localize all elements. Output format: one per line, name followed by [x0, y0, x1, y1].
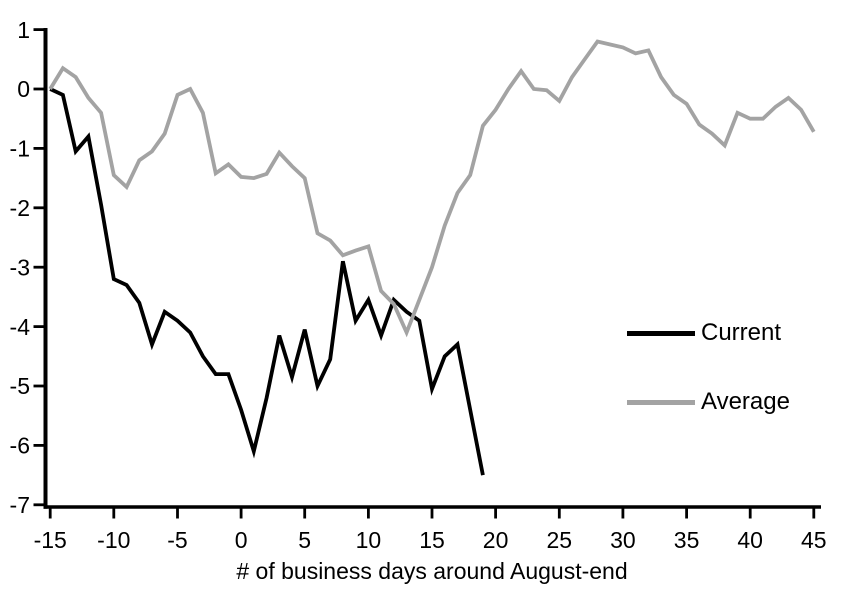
x-tick-label: 10: [356, 527, 382, 553]
y-tick-label: -7: [10, 492, 30, 518]
average-line-swatch: [627, 399, 695, 405]
y-tick-label: -4: [10, 314, 31, 340]
x-tick-label: 40: [737, 527, 763, 553]
current-line: [49, 87, 485, 476]
legend-label-average: Average: [701, 388, 790, 415]
x-axis-title: # of business days around August-end: [236, 558, 628, 584]
legend-item-average: Average: [627, 387, 790, 417]
legend-item-current: Current: [627, 318, 781, 348]
y-tick-label: 1: [17, 17, 30, 43]
y-tick-label: -6: [10, 433, 30, 459]
average-line: [48, 39, 816, 338]
legend-label-current: Current: [701, 319, 782, 346]
x-tick-label: 35: [674, 527, 700, 553]
x-tick-label: 5: [298, 527, 311, 553]
y-tick-label: -3: [10, 254, 30, 280]
x-tick-label: 25: [547, 527, 573, 553]
x-tick-label: -5: [167, 527, 187, 553]
x-tick-label: -15: [34, 527, 67, 553]
y-tick-label: -2: [10, 195, 30, 221]
x-tick-label: 45: [801, 527, 827, 553]
y-tick-label: 0: [17, 76, 30, 102]
y-tick-label: -5: [10, 373, 30, 399]
current-line-swatch: [627, 330, 695, 336]
x-tick-label: -10: [97, 527, 130, 553]
x-tick-label: 20: [483, 527, 509, 553]
x-tick-label: 15: [419, 527, 445, 553]
x-tick-label: 0: [235, 527, 248, 553]
x-tick-label: 30: [610, 527, 636, 553]
y-tick-label: -1: [10, 136, 30, 162]
